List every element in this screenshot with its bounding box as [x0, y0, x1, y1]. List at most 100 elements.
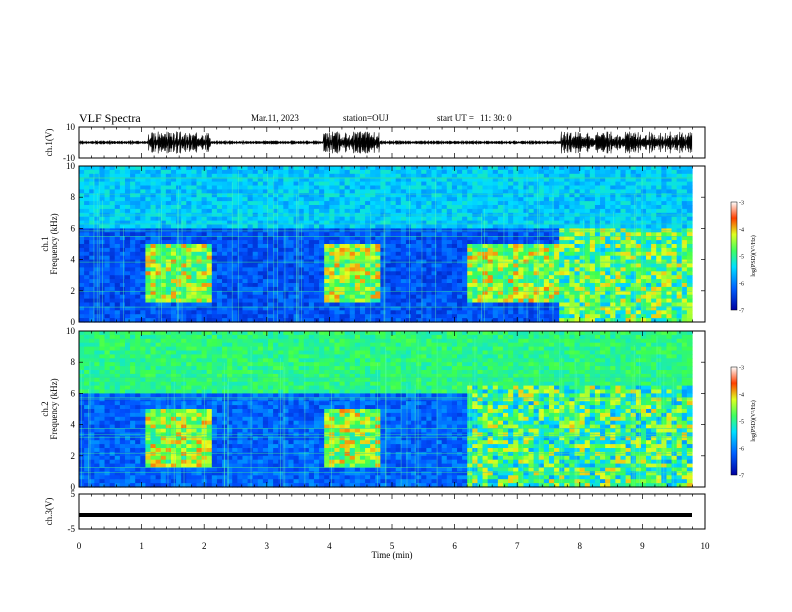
- spectrogram-cell: [554, 247, 560, 253]
- spectrogram-cell: [237, 263, 244, 268]
- spectrogram-cell: [79, 173, 85, 179]
- spectrogram-cell: [605, 294, 611, 300]
- spectrogram-cell: [390, 166, 397, 171]
- spectrogram-cell: [104, 310, 111, 315]
- spectrogram-cell: [574, 220, 581, 226]
- spectrogram-cell: [227, 306, 233, 311]
- spectrogram-cell: [528, 236, 535, 241]
- spectrogram-cell: [79, 275, 85, 280]
- spectrogram-cell: [533, 166, 540, 171]
- spectrogram-cell: [186, 302, 192, 307]
- spectrogram-cell: [646, 193, 652, 198]
- spectrogram-cell: [288, 169, 295, 175]
- spectrogram-cell: [124, 181, 131, 187]
- spectrogram-cell: [237, 197, 244, 202]
- spectrogram-cell: [482, 232, 489, 237]
- spectrogram-cell: [109, 298, 116, 304]
- spectrogram-cell: [569, 208, 576, 214]
- spectrogram-cell: [508, 189, 514, 194]
- spectrogram-cell: [196, 197, 203, 202]
- spectrogram-cell: [84, 393, 90, 398]
- spectrogram-cell: [671, 240, 678, 245]
- spectrogram-cell: [165, 251, 172, 257]
- spectrogram-cell: [227, 267, 233, 272]
- spectrogram-cell: [201, 232, 208, 237]
- spectrogram-cell: [375, 318, 381, 323]
- spectrogram-cell: [564, 216, 570, 222]
- spectrogram-cell: [130, 251, 136, 257]
- spectrogram-cell: [421, 177, 427, 183]
- spectrogram-cell: [436, 286, 443, 292]
- spectrogram-cell: [329, 166, 336, 171]
- spectrogram-cell: [222, 314, 228, 319]
- spectrogram-cell: [426, 201, 433, 206]
- spectrogram-cell: [579, 201, 586, 206]
- spectrogram-cell: [594, 294, 601, 300]
- spectrogram-cell: [477, 306, 484, 311]
- spectrogram-cell: [457, 247, 463, 253]
- spectrogram-cell: [140, 240, 147, 245]
- spectrogram-cell: [303, 169, 310, 175]
- spectrogram-cell: [181, 177, 187, 183]
- spectrogram-cell: [640, 318, 647, 323]
- spectrogram-cell: [324, 267, 330, 272]
- spectrogram-cell: [676, 275, 683, 280]
- spectrogram-cell: [666, 197, 673, 202]
- spectrogram-cell: [467, 185, 473, 190]
- spectrogram-cell: [635, 283, 642, 288]
- spectrogram-cell: [579, 255, 586, 261]
- spectrogram-cell: [548, 302, 555, 307]
- spectrogram-cell: [329, 169, 336, 175]
- spectrogram-cell: [334, 197, 341, 202]
- spectrogram-cell: [201, 267, 208, 272]
- spectrogram-cell: [610, 189, 616, 194]
- spectrogram-cell: [359, 251, 366, 257]
- spectrogram-cell: [242, 177, 249, 183]
- spectrogram-cell: [518, 224, 525, 229]
- spectrogram-cell: [176, 302, 182, 307]
- spectrogram-cell: [109, 275, 116, 280]
- spectrogram-cell: [359, 244, 366, 249]
- spectrogram-cell: [385, 181, 392, 187]
- spectrogram-cell: [513, 224, 519, 229]
- spectrogram-cell: [268, 193, 274, 198]
- spectrogram-cell: [676, 306, 683, 311]
- spectrogram-cell: [206, 294, 213, 300]
- spectrogram-cell: [651, 201, 657, 206]
- spectrogram-cell: [625, 298, 632, 304]
- spectrogram-cell: [457, 236, 463, 241]
- spectrogram-cell: [646, 201, 652, 206]
- spectrogram-cell: [365, 232, 371, 237]
- spectrogram-cell: [319, 310, 325, 315]
- spectrogram-cell: [354, 197, 361, 202]
- spectrogram-cell: [497, 185, 504, 190]
- spectrogram-cell: [656, 193, 662, 198]
- spectrogram-cell: [135, 286, 141, 292]
- spectrogram-cell: [666, 224, 673, 229]
- spectrogram-cell: [385, 255, 392, 261]
- spectrogram-cell: [564, 177, 570, 183]
- spectrogram-cell: [313, 263, 320, 268]
- spectrogram-cell: [135, 232, 141, 237]
- spectrogram-cell: [329, 263, 336, 268]
- spectrogram-cell: [635, 255, 642, 261]
- spectrogram-cell: [528, 220, 535, 226]
- spectrogram-cell: [574, 263, 581, 268]
- spectrogram-cell: [150, 244, 157, 249]
- spectrogram-cell: [262, 247, 269, 253]
- spectrogram-cell: [431, 267, 438, 272]
- spectrogram-cell: [344, 232, 351, 237]
- spectrogram-cell: [186, 193, 192, 198]
- spectrogram-cell: [651, 286, 657, 292]
- spectrogram-cell: [216, 275, 223, 280]
- spectrogram-cell: [109, 294, 116, 300]
- spectrogram-cell: [457, 232, 463, 237]
- spectrogram-cell: [273, 166, 279, 171]
- spectrogram-cell: [84, 279, 90, 284]
- spectrogram-cell: [457, 169, 463, 175]
- spectrogram-cell: [477, 169, 484, 175]
- spectrogram-cell: [262, 302, 269, 307]
- spectrogram-cell: [109, 181, 116, 187]
- spectrogram-cell: [548, 267, 555, 272]
- spectrogram-cell: [89, 463, 95, 469]
